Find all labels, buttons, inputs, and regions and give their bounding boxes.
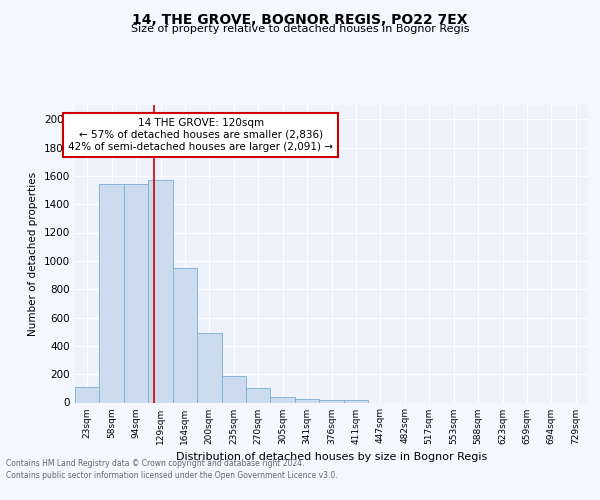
Bar: [246, 388, 271, 402]
Bar: [319, 400, 344, 402]
X-axis label: Distribution of detached houses by size in Bognor Regis: Distribution of detached houses by size …: [176, 452, 487, 462]
Text: 14, THE GROVE, BOGNOR REGIS, PO22 7EX: 14, THE GROVE, BOGNOR REGIS, PO22 7EX: [132, 12, 468, 26]
Bar: [197, 333, 221, 402]
Bar: [221, 376, 246, 402]
Y-axis label: Number of detached properties: Number of detached properties: [28, 172, 38, 336]
Text: 14 THE GROVE: 120sqm
← 57% of detached houses are smaller (2,836)
42% of semi-de: 14 THE GROVE: 120sqm ← 57% of detached h…: [68, 118, 333, 152]
Bar: [124, 184, 148, 402]
Bar: [271, 397, 295, 402]
Bar: [75, 387, 100, 402]
Bar: [295, 399, 319, 402]
Bar: [100, 184, 124, 402]
Bar: [148, 180, 173, 402]
Text: Contains public sector information licensed under the Open Government Licence v3: Contains public sector information licen…: [6, 471, 338, 480]
Text: Size of property relative to detached houses in Bognor Regis: Size of property relative to detached ho…: [131, 24, 469, 34]
Bar: [173, 268, 197, 402]
Bar: [344, 400, 368, 402]
Text: Contains HM Land Registry data © Crown copyright and database right 2024.: Contains HM Land Registry data © Crown c…: [6, 458, 305, 468]
